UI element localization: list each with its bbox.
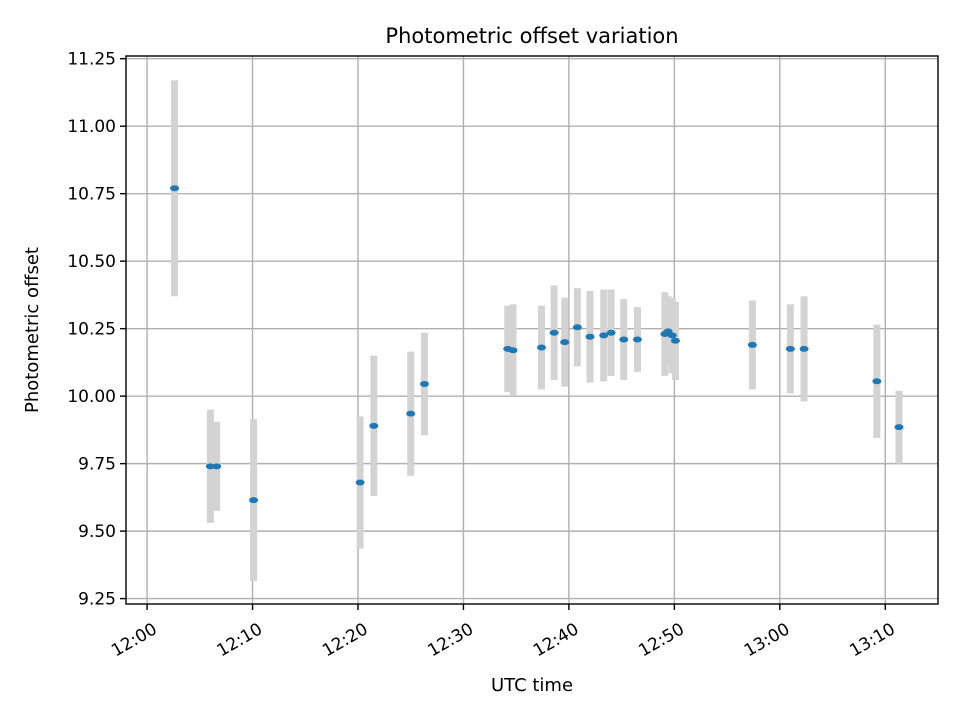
data-point <box>369 422 379 429</box>
data-point <box>560 339 570 346</box>
y-tick-label: 9.50 <box>78 522 116 542</box>
x-tick-label: 13:00 <box>741 619 793 661</box>
grid <box>126 56 938 604</box>
data-point <box>785 345 795 352</box>
data-point <box>632 336 642 343</box>
data-points <box>170 185 904 504</box>
data-point <box>170 185 180 192</box>
y-tick-label: 10.25 <box>67 320 116 340</box>
x-tick-label: 12:30 <box>425 619 477 661</box>
tick-labels: 12:00 12:10 12:20 12:30 12:40 12:50 13:00 13:10… <box>67 50 898 662</box>
y-tick-label: 9.75 <box>78 455 116 475</box>
x-tick-label: 12:20 <box>319 619 371 661</box>
x-axis-label: UTC time <box>491 675 573 696</box>
data-point <box>606 329 616 336</box>
data-point <box>508 347 518 354</box>
x-tick-label: 12:40 <box>530 619 582 661</box>
data-point <box>619 336 629 343</box>
data-point <box>585 333 595 340</box>
y-tick-label: 11.25 <box>67 50 116 70</box>
chart-title: Photometric offset variation <box>385 24 678 48</box>
y-tick-label: 10.75 <box>67 185 116 205</box>
data-point <box>355 479 365 486</box>
data-point <box>536 344 546 351</box>
data-point <box>549 329 559 336</box>
y-tick-label: 10.50 <box>67 252 116 272</box>
data-point <box>419 380 429 387</box>
data-point <box>599 332 609 339</box>
x-tick-label: 12:50 <box>635 619 687 661</box>
data-point <box>670 337 680 344</box>
plot-frame <box>125 55 939 605</box>
x-tick-label: 13:10 <box>846 619 898 661</box>
y-tick-label: 10.00 <box>67 387 116 407</box>
y-tick-label: 9.25 <box>78 590 116 610</box>
data-point <box>212 463 222 470</box>
data-point <box>894 424 904 431</box>
x-tick-label: 12:10 <box>214 619 266 661</box>
x-tick-label: 12:00 <box>108 619 160 661</box>
data-point <box>747 341 757 348</box>
axis-ticks <box>120 57 886 610</box>
error-bars <box>171 80 903 582</box>
y-axis-label: Photometric offset <box>22 247 43 413</box>
y-tick-label: 11.00 <box>67 117 116 137</box>
data-point <box>205 463 215 470</box>
data-point <box>667 332 677 339</box>
data-point <box>799 345 809 352</box>
data-point <box>872 378 882 385</box>
data-point <box>406 410 416 417</box>
data-point <box>572 324 582 331</box>
data-point <box>249 497 259 504</box>
